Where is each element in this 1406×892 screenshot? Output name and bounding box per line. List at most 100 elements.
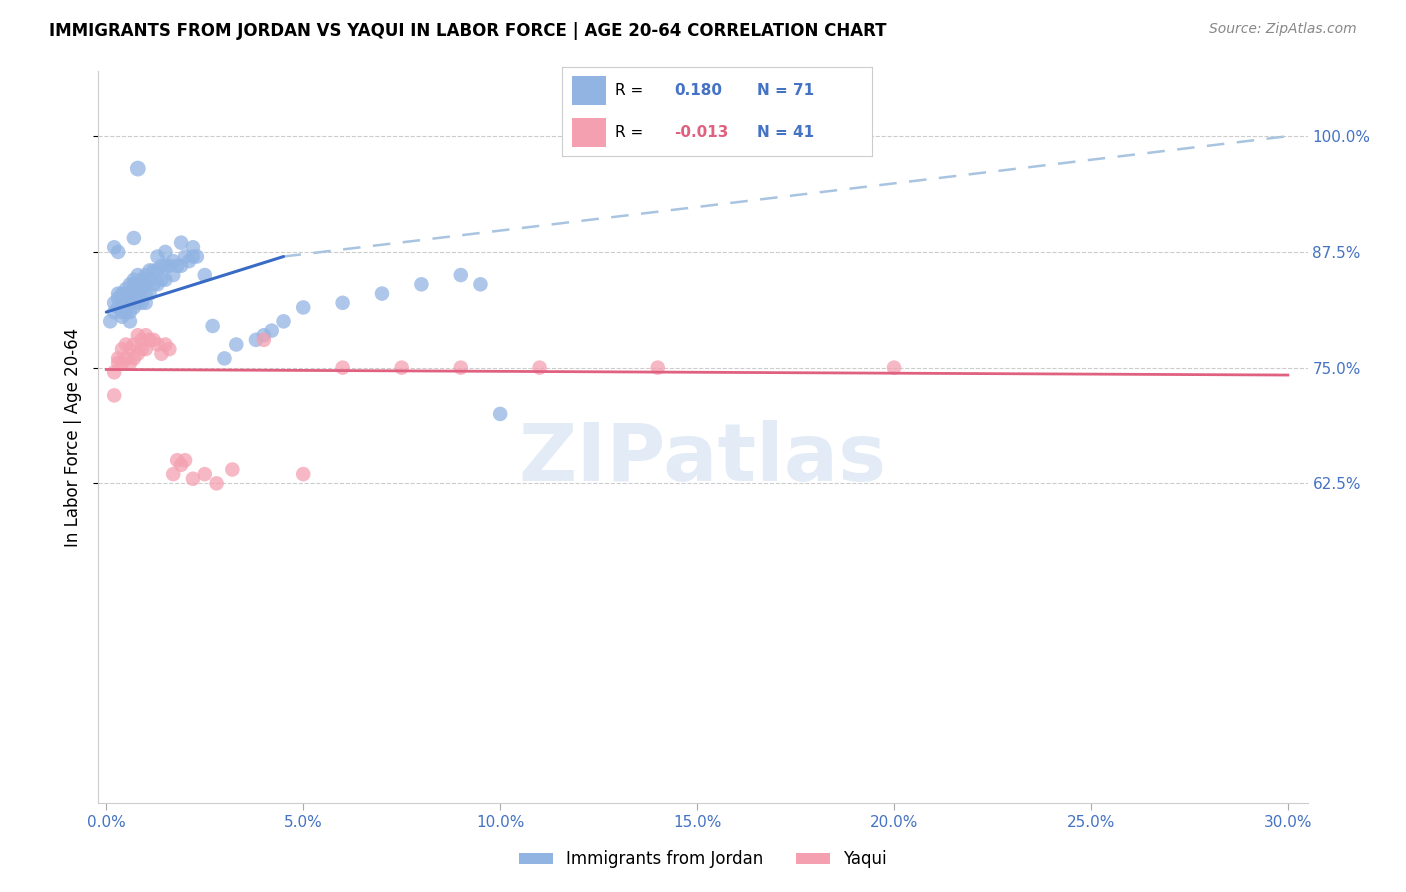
Point [118,305,141,319]
Point [122,286,145,301]
Point [186,250,208,264]
Point [122,277,145,292]
Point [135,268,157,282]
Point [131,333,153,347]
Point [107,356,129,370]
Point [111,286,134,301]
Point [146,250,169,264]
Point [150,347,173,361]
Point [260,324,283,338]
Point [142,277,165,292]
Point [142,333,165,347]
Text: ZIPatlas: ZIPatlas [519,420,887,498]
Point [111,356,134,370]
Point [127,268,149,282]
Y-axis label: In Labor Force | Age 20-64: In Labor Force | Age 20-64 [65,327,83,547]
Point [146,277,169,292]
Point [115,337,138,351]
Point [155,273,177,287]
Point [135,328,157,343]
Point [489,407,512,421]
Point [107,244,129,259]
Point [115,282,138,296]
Point [122,351,145,366]
Point [135,277,157,292]
Point [111,342,134,356]
Point [205,476,228,491]
Point [111,295,134,310]
Point [170,458,193,472]
Point [138,263,160,277]
Point [391,360,413,375]
Point [292,467,315,482]
Point [155,337,177,351]
Point [170,259,193,273]
Point [107,286,129,301]
Point [107,351,129,366]
Point [470,277,492,292]
Point [118,314,141,328]
Point [118,277,141,292]
Point [157,259,180,273]
Point [253,333,276,347]
Point [174,250,197,264]
Text: IMMIGRANTS FROM JORDAN VS YAQUI IN LABOR FORCE | AGE 20-64 CORRELATION CHART: IMMIGRANTS FROM JORDAN VS YAQUI IN LABOR… [49,22,887,40]
Point [201,318,224,333]
Point [332,360,354,375]
Point [292,301,315,315]
Point [135,295,157,310]
Text: N = 41: N = 41 [758,125,814,139]
Point [118,295,141,310]
Text: -0.013: -0.013 [673,125,728,139]
Point [214,351,236,366]
Point [135,342,157,356]
Point [181,472,204,486]
Point [883,360,905,375]
Point [107,301,129,315]
Point [146,263,169,277]
Point [273,314,295,328]
Point [103,295,125,310]
Point [115,291,138,305]
Point [131,282,153,296]
Text: 0.180: 0.180 [673,83,721,98]
Point [166,453,188,467]
Text: Source: ZipAtlas.com: Source: ZipAtlas.com [1209,22,1357,37]
Point [131,295,153,310]
Point [225,337,247,351]
Point [127,295,149,310]
Point [127,347,149,361]
Point [529,360,551,375]
Point [174,453,197,467]
Point [115,305,138,319]
Point [166,259,188,273]
Point [115,286,138,301]
Point [122,337,145,351]
Point [122,231,145,245]
Point [194,268,217,282]
Point [98,314,121,328]
Bar [572,76,606,105]
Point [135,286,157,301]
Text: R =: R = [614,83,643,98]
Legend: Immigrants from Jordan, Yaqui: Immigrants from Jordan, Yaqui [513,844,893,875]
Point [118,286,141,301]
Point [371,286,394,301]
Point [103,305,125,319]
Point [138,286,160,301]
Point [127,328,149,343]
Text: R =: R = [614,125,643,139]
Point [115,351,138,366]
Point [162,467,184,482]
Point [411,277,433,292]
Point [157,342,180,356]
Point [170,235,193,250]
Point [107,291,129,305]
Point [181,240,204,254]
Point [155,259,177,273]
Point [127,286,149,301]
Point [131,273,153,287]
Point [111,305,134,319]
Point [122,301,145,315]
Point [138,333,160,347]
